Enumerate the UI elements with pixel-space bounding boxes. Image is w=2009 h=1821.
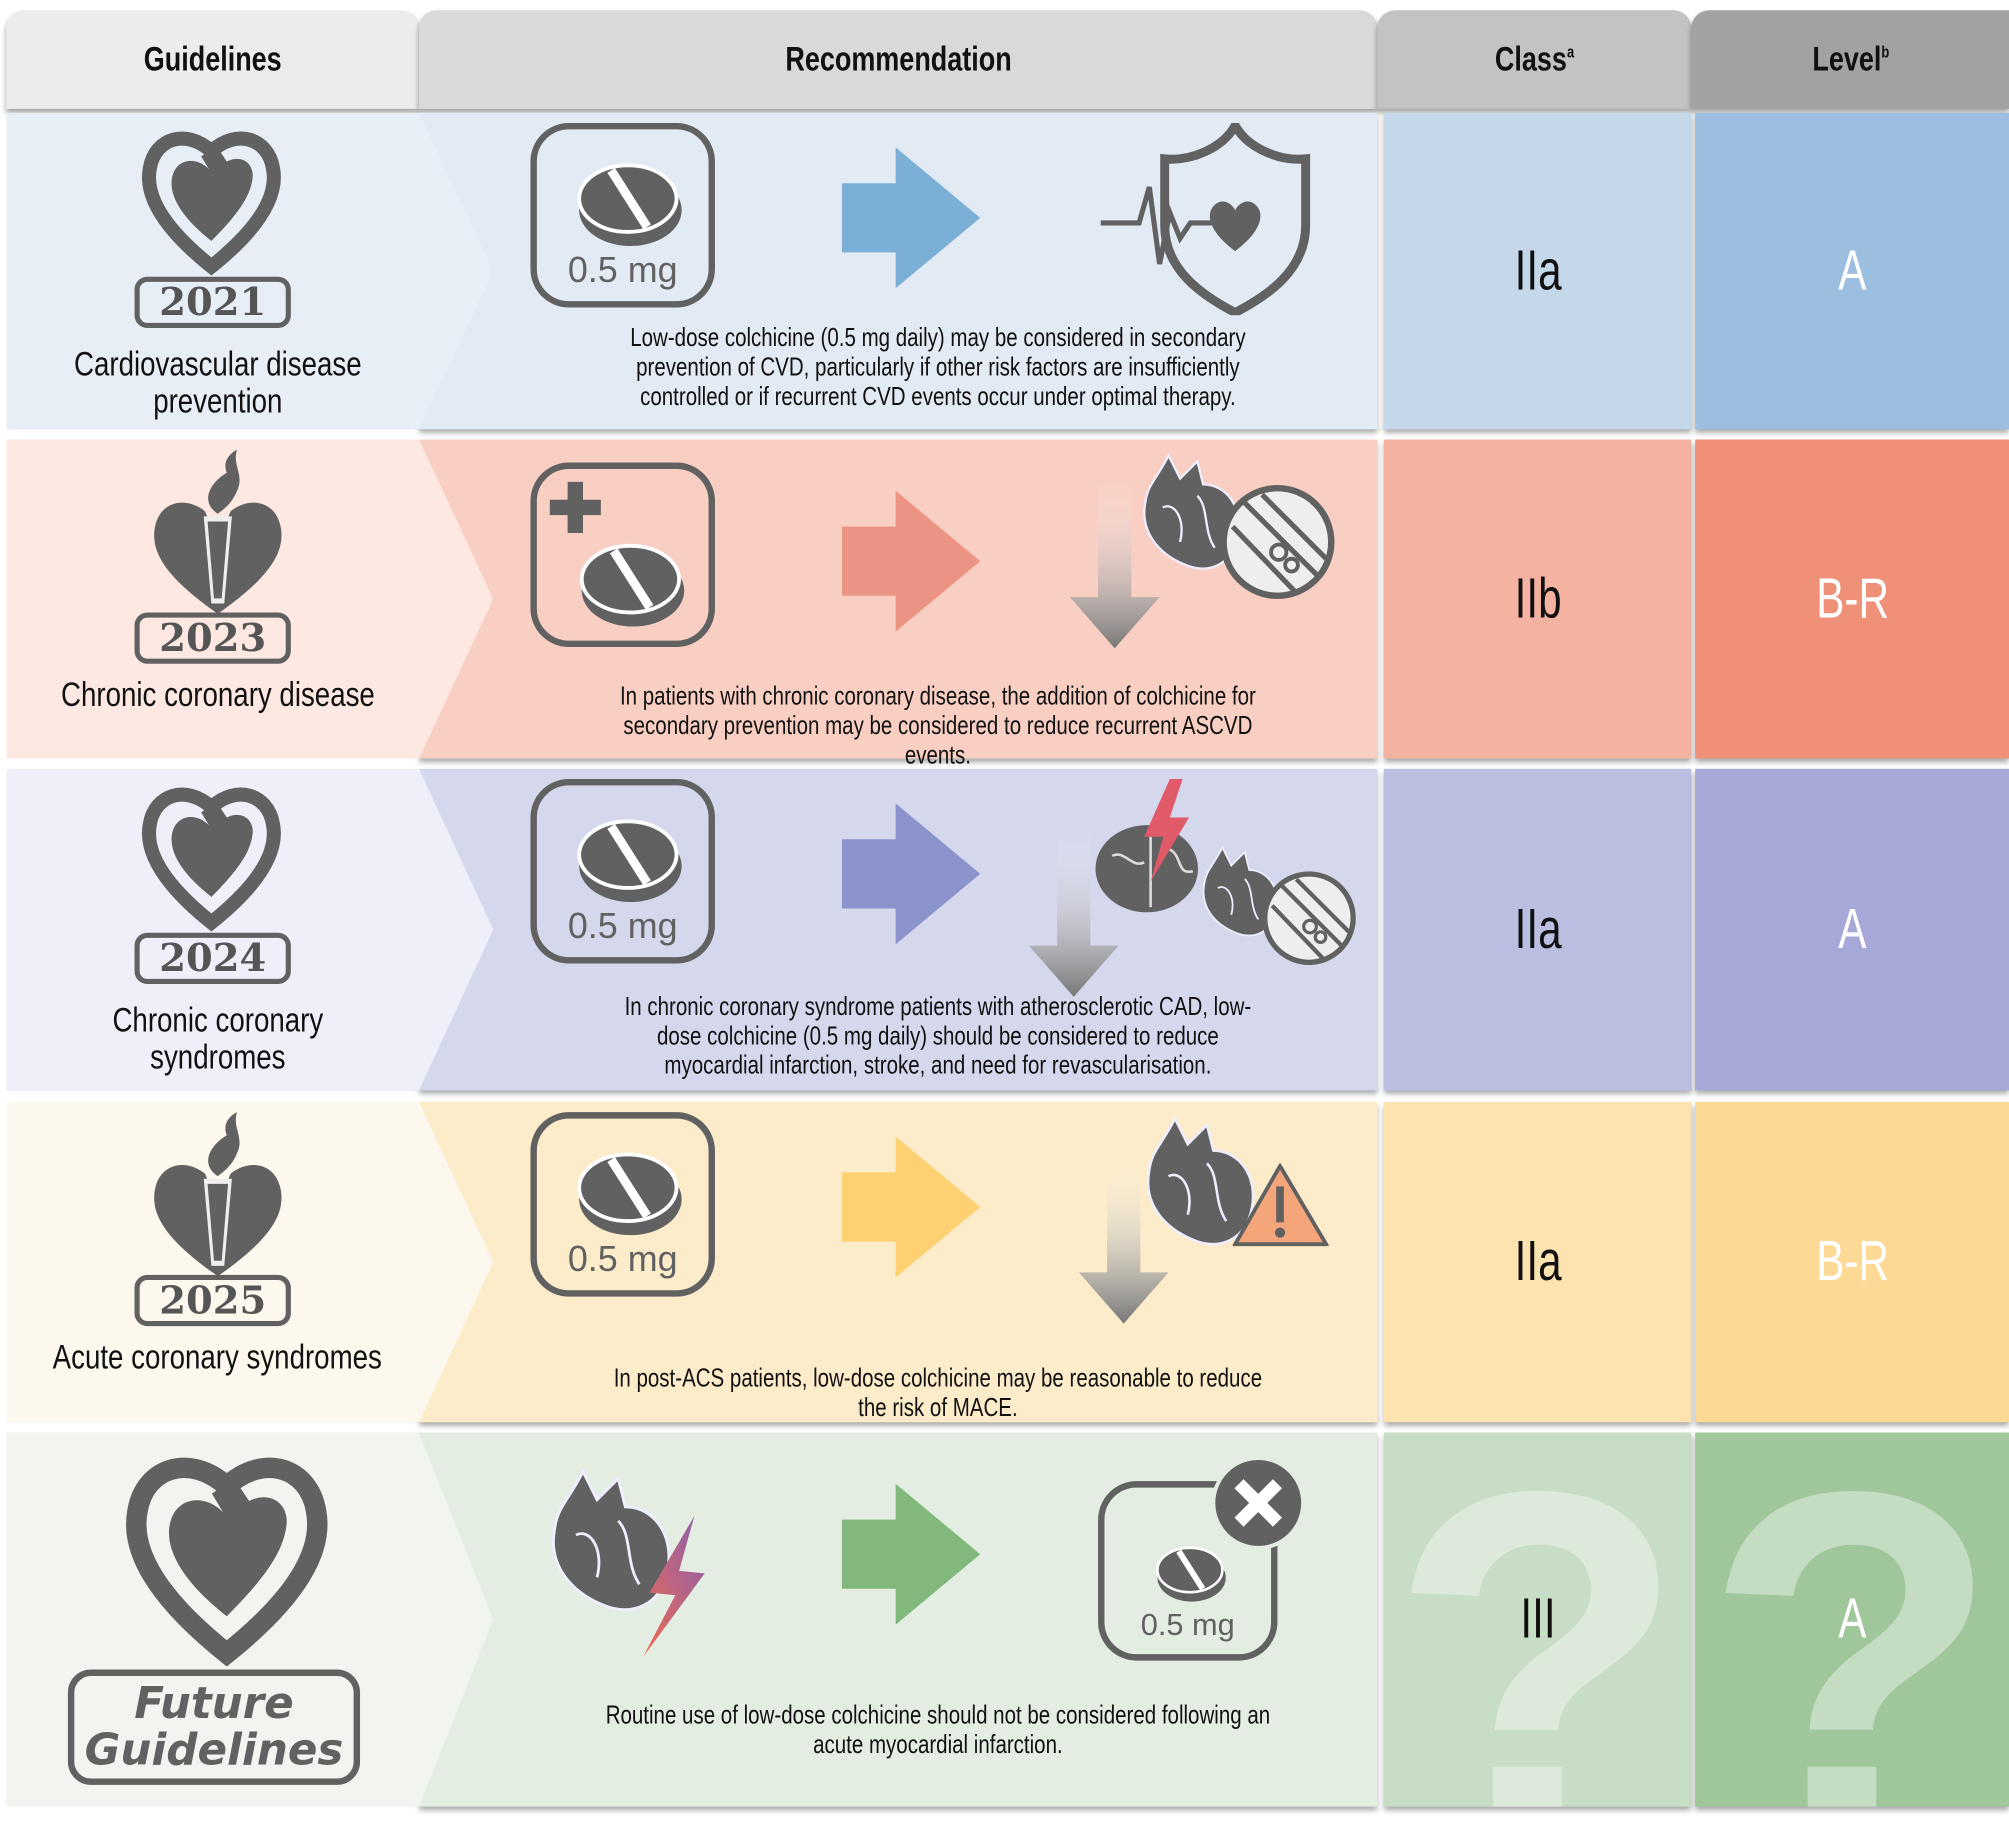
level-cell: ? A [1695, 1432, 2009, 1807]
level-cell: A [1695, 768, 2009, 1091]
class-value: III [1519, 1587, 1556, 1651]
add-pill-icon [530, 462, 715, 648]
level-value: A [1838, 897, 1867, 961]
level-value: B-R [1815, 566, 1889, 630]
class-cell: IIa [1383, 768, 1692, 1091]
guideline-cell: 2021 Cardiovascular disease prevention [6, 112, 494, 430]
heart-warning-down-icon [1078, 1112, 1387, 1330]
year-badge: 2024 [134, 932, 291, 985]
right-arrow-icon [841, 1136, 983, 1278]
year-badge: 2021 [134, 276, 291, 329]
dose-label: 0.5 mg [567, 249, 678, 290]
right-arrow-icon [841, 1483, 983, 1625]
right-arrow-icon [841, 490, 983, 632]
guideline-cell: 2024 Chronic coronary syndromes [6, 768, 494, 1091]
torch-heart-icon [147, 449, 288, 623]
level-cell: B-R [1695, 1101, 2009, 1423]
level-value: A [1838, 1587, 1867, 1651]
question-mark-icon: ? [1703, 1432, 2001, 1807]
dose-label: 0.5 mg [567, 1239, 678, 1279]
guideline-cell: 2023 Chronic coronary disease [6, 439, 494, 759]
pill-dose-icon: 0.5 mg [530, 123, 715, 308]
recommendation-text: Low-dose colchicine (0.5 mg daily) may b… [630, 324, 1246, 412]
heart-logo-icon [135, 779, 289, 939]
level-cell: A [1695, 112, 2009, 430]
future-guidelines-badge: Future Guidelines [67, 1669, 361, 1785]
guideline-cell: 2025 Acute coronary syndromes [6, 1101, 494, 1423]
recommendation-text: In patients with chronic coronary diseas… [619, 682, 1256, 771]
year-badge: 2023 [134, 612, 291, 664]
level-value: B-R [1815, 1230, 1889, 1293]
class-cell: ? III [1383, 1432, 1692, 1807]
no-pill-icon: 0.5 mg [1098, 1456, 1406, 1674]
right-arrow-icon [841, 147, 983, 289]
guideline-name: Chronic coronary syndromes [112, 1000, 324, 1077]
guideline-name: Cardiovascular disease prevention [73, 344, 362, 421]
guideline-name: Chronic coronary disease [60, 675, 375, 714]
year-badge: 2025 [134, 1274, 291, 1327]
class-cell: IIb [1383, 439, 1692, 759]
class-value: IIa [1514, 1230, 1562, 1293]
heart-artery-down-icon [1069, 450, 1378, 668]
recommendation-cell: In patients with chronic coronary diseas… [418, 439, 1378, 770]
header-guidelines: Guidelines [6, 10, 419, 109]
right-arrow-icon [841, 803, 983, 945]
recommendation-text: In post-ACS patients, low-dose colchicin… [613, 1364, 1263, 1423]
torch-heart-icon [147, 1112, 288, 1285]
heart-logo-icon [115, 1445, 338, 1674]
heart-lightning-icon [541, 1465, 705, 1657]
recommendation-cell: 0.5 mg In post-ACS patients, low-dose co… [418, 1101, 1378, 1423]
dose-label: 0.5 mg [1140, 1608, 1235, 1643]
shield-heart-icon [1100, 116, 1409, 341]
class-value: IIb [1514, 566, 1562, 630]
recommendation-text: In chronic coronary syndrome patients wi… [624, 993, 1252, 1081]
recommendation-cell: 0.5 mg Routine use of low-dose colchicin… [418, 1432, 1378, 1807]
recommendation-cell: 0.5 mg In chronic coronary syndrome pati… [418, 768, 1378, 1091]
level-cell: B-R [1695, 439, 2009, 759]
heart-logo-icon [135, 123, 289, 283]
class-value: IIa [1514, 897, 1562, 961]
level-value: A [1838, 238, 1867, 302]
pill-dose-icon: 0.5 mg [530, 779, 715, 964]
brain-heart-down-icon [1028, 779, 1356, 997]
class-cell: IIa [1383, 112, 1692, 430]
recommendation-text: Routine use of low-dose colchicine shoul… [605, 1701, 1271, 1760]
guideline-cell: Future Guidelines [6, 1432, 494, 1807]
guideline-name: Acute coronary syndromes [53, 1337, 383, 1377]
recommendation-cell: 0.5 mg Low-dose colchicine (0.5 mg daily… [418, 112, 1378, 430]
class-cell: IIa [1383, 1101, 1692, 1423]
dose-label: 0.5 mg [567, 905, 678, 946]
pill-dose-icon: 0.5 mg [530, 1112, 715, 1297]
header-level: Levelb [1691, 10, 2009, 109]
header-recommendation: Recommendation [418, 10, 1378, 109]
question-mark-icon: ? [1388, 1432, 1687, 1807]
class-value: IIa [1514, 238, 1562, 302]
header-class: Classa [1377, 10, 1692, 109]
